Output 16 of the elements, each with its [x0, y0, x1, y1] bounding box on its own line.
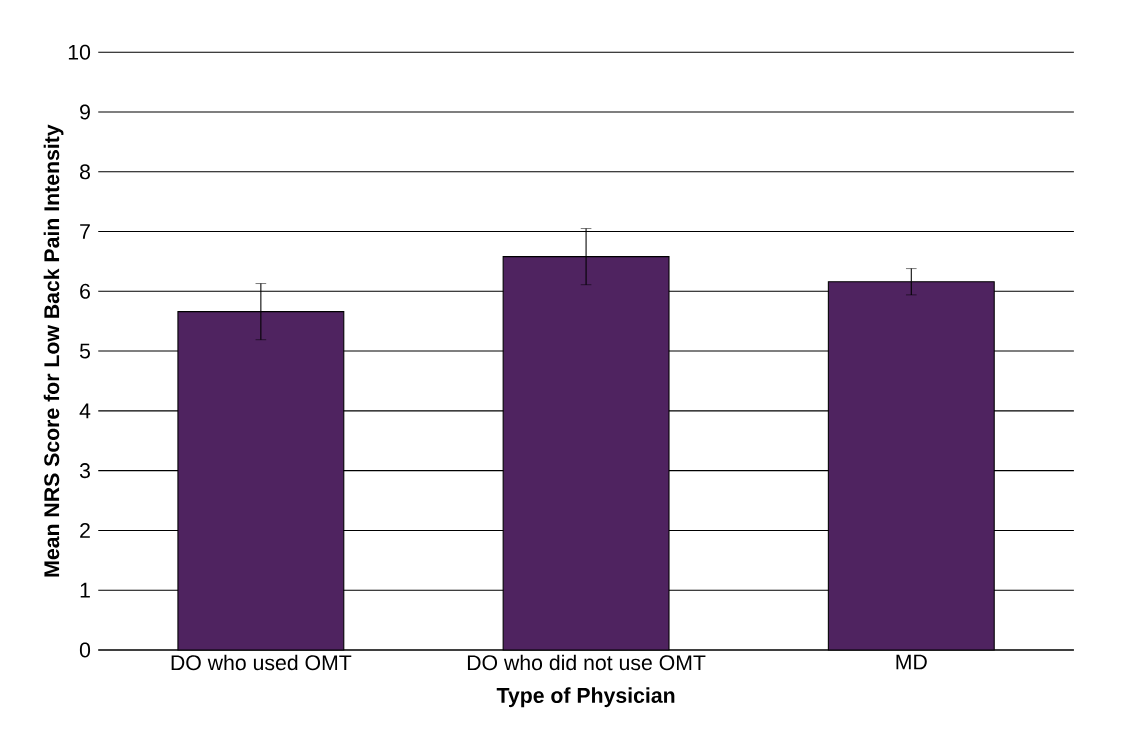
y-tick-label: 5 — [79, 343, 90, 359]
y-tick-label: 3 — [79, 463, 90, 479]
y-axis-title: Mean NRS Score for Low Back Pain Intensity — [43, 124, 64, 577]
y-tick-label: 10 — [68, 44, 91, 60]
x-tick-label: MD — [896, 654, 927, 670]
y-tick-label: 9 — [80, 104, 90, 120]
x-tick-label: DO who used OMT — [171, 654, 352, 671]
y-tick-label: 8 — [80, 164, 90, 180]
y-tick-label: 1 — [80, 582, 90, 598]
x-axis-title: Type of Physician — [496, 687, 675, 708]
y-tick-label: 4 — [79, 403, 91, 419]
y-tick-label: 2 — [80, 522, 90, 538]
y-tick-label: 6 — [80, 283, 90, 299]
x-tick-label: DO who did not use OMT — [467, 654, 706, 671]
y-tick-label: 0 — [79, 642, 91, 658]
y-tick-label: 7 — [80, 224, 90, 239]
